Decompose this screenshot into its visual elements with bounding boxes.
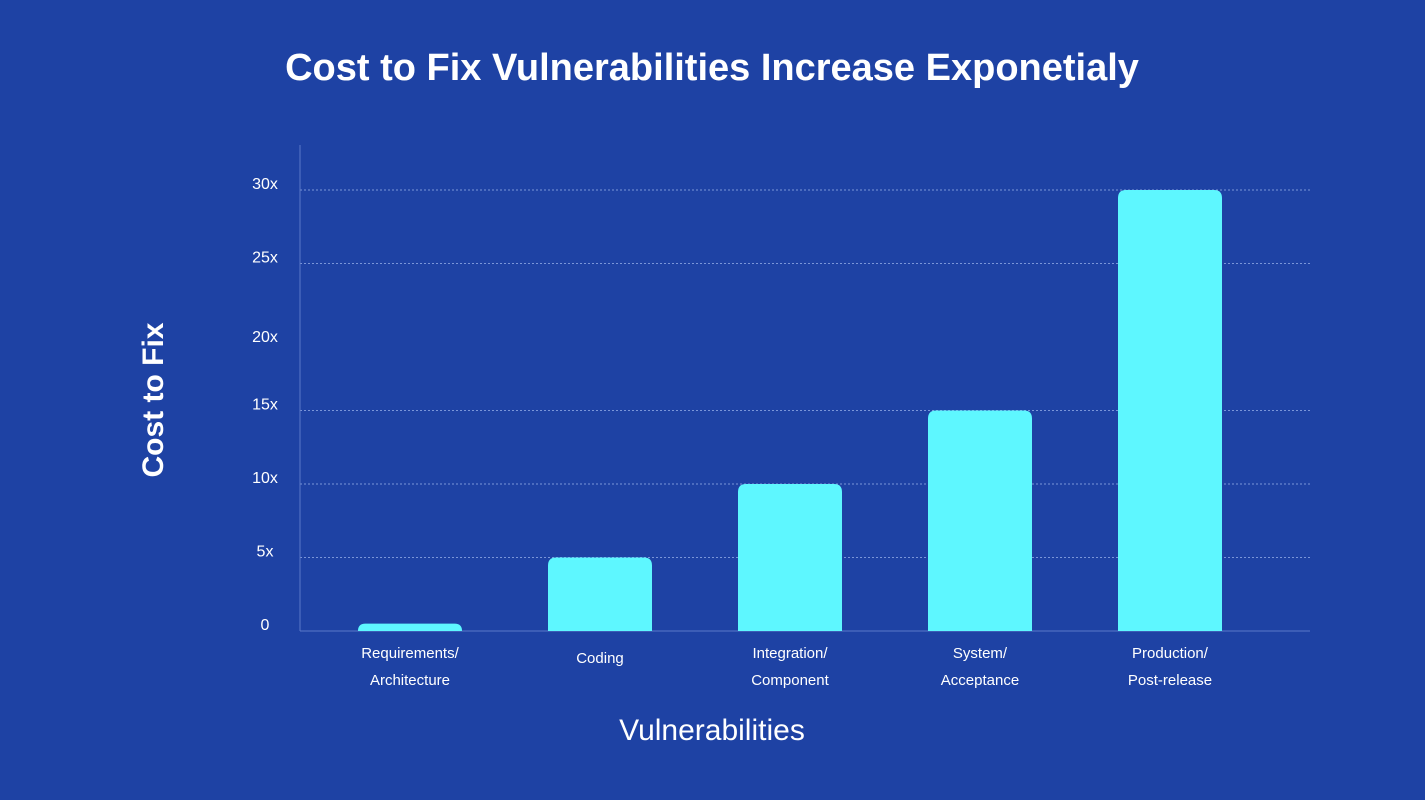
x-category-label: System/: [953, 645, 1008, 662]
y-tick-labels: 0 5x 10x 15x 25x 30x 20x: [252, 176, 278, 634]
x-category-label: Architecture: [370, 672, 450, 689]
y-tick-label: 0: [261, 617, 270, 634]
bar: [928, 410, 1032, 631]
x-axis-title: Vulnerabilities: [619, 714, 805, 747]
x-category-label: Post-release: [1128, 672, 1212, 689]
x-category-labels: Requirements/Architecture Coding Integrati…: [361, 645, 1212, 689]
y-tick-label: 5x: [257, 544, 274, 561]
x-category-label: Production/: [1132, 645, 1209, 662]
y-tick-label: 20x: [252, 329, 278, 346]
x-category-label: Requirements/: [361, 645, 459, 662]
x-category-label: Coding: [576, 650, 624, 667]
x-category-label: Acceptance: [941, 672, 1019, 689]
y-tick-label: 15x: [252, 397, 278, 414]
x-category-label: Integration/: [752, 645, 828, 662]
y-tick-label: 30x: [252, 176, 278, 193]
bar: [548, 557, 652, 631]
bar: [1118, 190, 1222, 631]
bar: [738, 484, 842, 631]
bars: [358, 190, 1222, 631]
bar: [358, 623, 462, 631]
y-axis-title: Cost to Fix: [137, 322, 170, 477]
y-tick-label: 25x: [252, 250, 278, 267]
y-tick-label: 10x: [252, 470, 278, 487]
chart-title: Cost to Fix Vulnerabilities Increase Exp…: [285, 47, 1139, 89]
x-category-label: Component: [751, 672, 829, 689]
